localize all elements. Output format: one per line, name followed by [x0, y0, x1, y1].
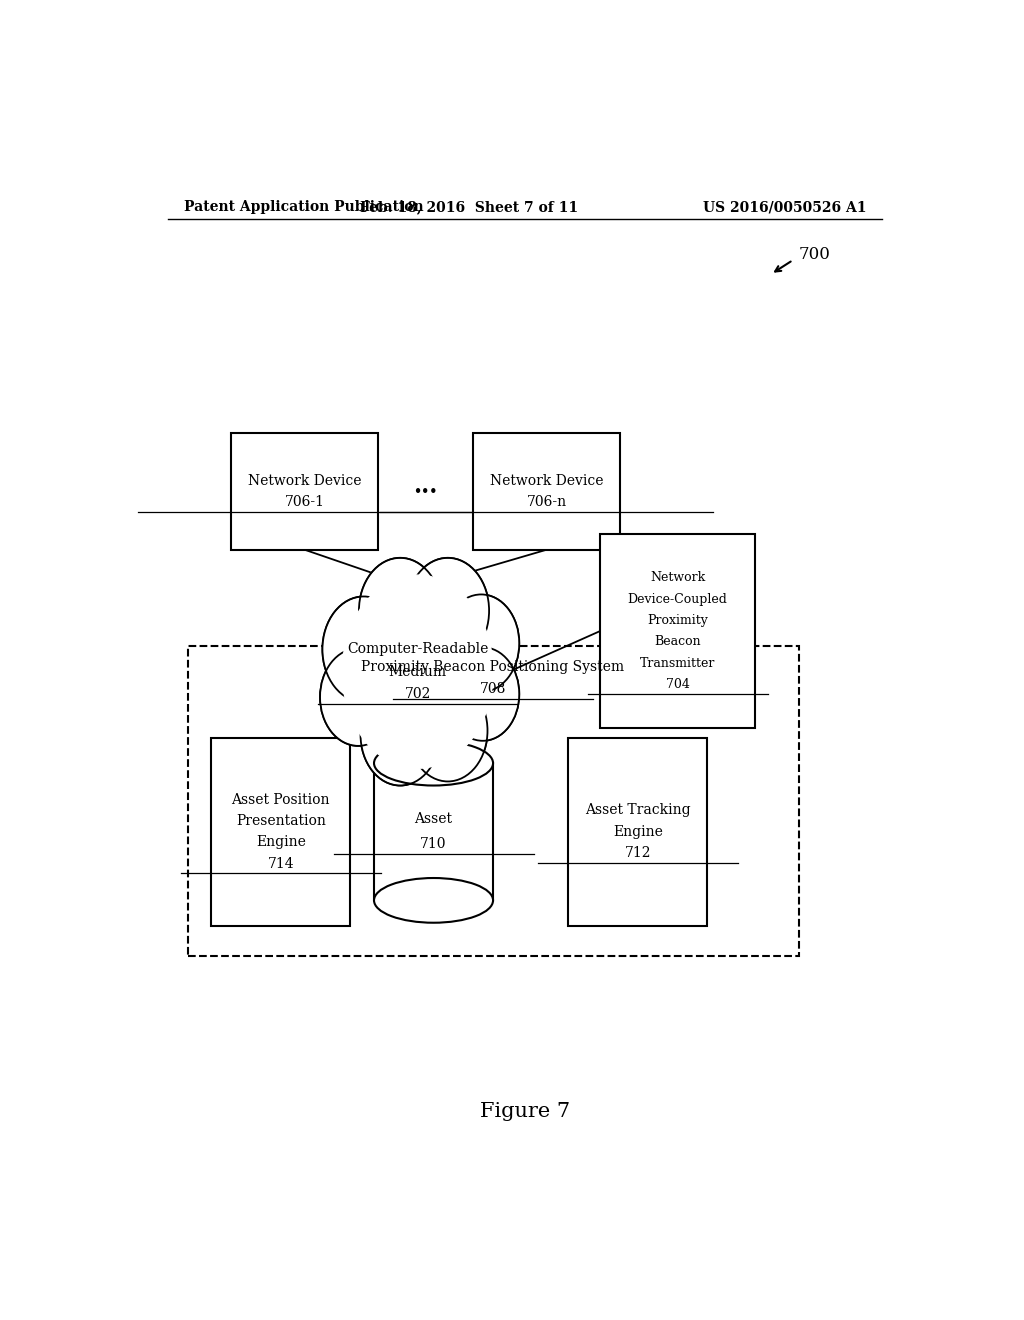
Circle shape: [444, 595, 518, 690]
Text: Medium: Medium: [388, 665, 446, 678]
Text: 700: 700: [799, 247, 830, 264]
Circle shape: [447, 648, 518, 739]
Circle shape: [360, 684, 440, 785]
Text: Feb. 18, 2016  Sheet 7 of 11: Feb. 18, 2016 Sheet 7 of 11: [360, 201, 579, 214]
Text: 714: 714: [267, 857, 294, 871]
Bar: [568, 738, 708, 925]
Text: 702: 702: [404, 686, 431, 701]
Text: 712: 712: [625, 846, 651, 861]
Circle shape: [324, 598, 403, 701]
Circle shape: [408, 560, 487, 661]
Bar: [211, 738, 350, 925]
Text: Engine: Engine: [256, 836, 306, 850]
Text: Figure 7: Figure 7: [479, 1102, 570, 1121]
Circle shape: [443, 594, 519, 692]
Circle shape: [361, 685, 438, 784]
Text: Network Device: Network Device: [248, 474, 361, 487]
Text: Asset Tracking: Asset Tracking: [585, 804, 691, 817]
Text: Patent Application Publication: Patent Application Publication: [183, 201, 423, 214]
Bar: [473, 433, 621, 549]
Text: Asset: Asset: [415, 812, 453, 826]
Circle shape: [410, 681, 486, 780]
Circle shape: [360, 560, 440, 661]
Circle shape: [359, 558, 441, 664]
Circle shape: [321, 648, 396, 746]
Text: 704: 704: [666, 678, 689, 690]
Polygon shape: [374, 763, 494, 900]
Ellipse shape: [374, 878, 494, 923]
Text: Presentation: Presentation: [236, 814, 326, 828]
Circle shape: [409, 680, 487, 781]
Text: Beacon: Beacon: [654, 635, 700, 648]
Text: US 2016/0050526 A1: US 2016/0050526 A1: [702, 201, 866, 214]
Bar: [231, 433, 378, 549]
Text: Proximity Beacon Positioning System: Proximity Beacon Positioning System: [361, 660, 625, 673]
Circle shape: [407, 558, 489, 664]
Text: Network: Network: [650, 572, 706, 585]
Text: Network Device: Network Device: [489, 474, 603, 487]
Circle shape: [323, 597, 404, 702]
Bar: [600, 535, 755, 727]
Text: ...: ...: [414, 474, 438, 498]
Circle shape: [342, 576, 494, 768]
Bar: [187, 647, 799, 956]
Text: Engine: Engine: [613, 825, 663, 838]
Text: Computer-Readable: Computer-Readable: [347, 643, 488, 656]
Text: 710: 710: [420, 837, 446, 851]
Text: Transmitter: Transmitter: [640, 656, 715, 669]
Circle shape: [446, 647, 519, 741]
Text: Proximity: Proximity: [647, 614, 708, 627]
Ellipse shape: [374, 741, 494, 785]
Circle shape: [322, 649, 395, 744]
Text: Asset Position: Asset Position: [231, 793, 330, 807]
Text: 708: 708: [480, 682, 506, 696]
Text: 706-n: 706-n: [526, 495, 566, 510]
Text: Device-Coupled: Device-Coupled: [628, 593, 727, 606]
Text: 706-1: 706-1: [285, 495, 325, 510]
